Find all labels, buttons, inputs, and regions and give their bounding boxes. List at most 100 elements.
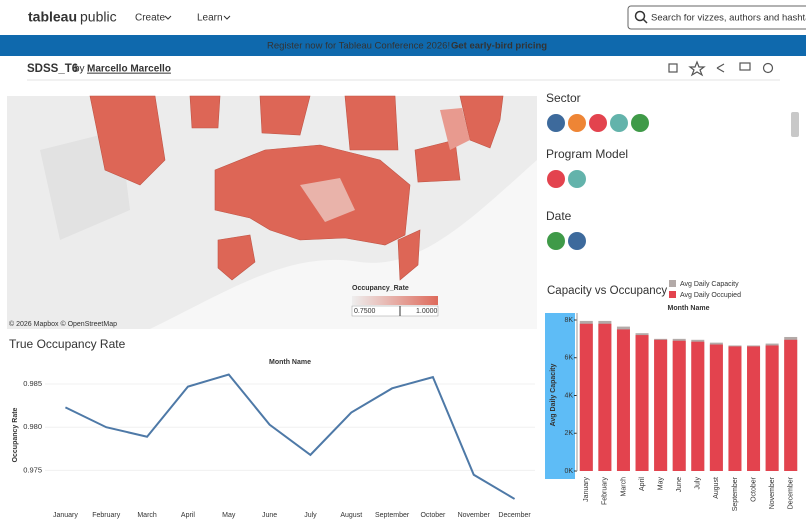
info-icon[interactable]: [762, 62, 774, 74]
x-tick-label: April: [639, 477, 646, 491]
copy-icon[interactable]: [668, 63, 678, 73]
x-tick-label: May: [222, 512, 236, 519]
x-tick-label: April: [181, 512, 195, 519]
search-placeholder: Search for vizzes, authors and hashtags: [651, 13, 806, 24]
x-tick-label: August: [713, 477, 720, 499]
comment-icon[interactable]: [739, 62, 751, 71]
bar: [616, 329, 630, 471]
bar: [598, 323, 612, 471]
region: [414, 139, 461, 183]
bar: [691, 341, 705, 471]
x-tick-label: June: [262, 512, 277, 519]
bar: [672, 340, 686, 471]
x-tick-label: March: [137, 512, 157, 519]
y-axis-title: Occupancy Rate: [12, 407, 19, 462]
nav-item[interactable]: Create: [135, 13, 165, 24]
line-series: [64, 373, 516, 500]
legend-swatch: [669, 291, 676, 298]
map-legend-max: 1.0000: [416, 308, 438, 315]
filter-title: Sector: [546, 91, 581, 105]
banner-link[interactable]: Get early-bird pricing: [451, 41, 547, 52]
x-tick-label: September: [732, 476, 739, 511]
filter-swatch[interactable]: [568, 114, 586, 132]
bar: [654, 339, 668, 471]
x-tick-label: December: [788, 476, 795, 509]
map-legend-min: 0.7500: [354, 308, 376, 315]
author-link[interactable]: Marcello Marcello: [87, 64, 171, 75]
y-tick-label: 0.975: [23, 465, 42, 474]
bar: [579, 323, 593, 471]
y-tick-label: 2K: [564, 430, 573, 437]
y-tick-label: 0.985: [23, 379, 42, 388]
x-axis-title: Month Name: [668, 305, 710, 312]
x-axis-title: Month Name: [269, 359, 311, 366]
x-tick-label: November: [458, 512, 491, 519]
x-tick-label: September: [375, 512, 410, 519]
x-tick-label: October: [750, 476, 757, 502]
y-tick-label: 0.980: [23, 422, 42, 431]
region: [300, 178, 355, 222]
x-tick-label: July: [695, 477, 702, 490]
filter-title: Date: [546, 209, 572, 223]
filter-swatch[interactable]: [547, 114, 565, 132]
x-tick-label: January: [583, 477, 590, 502]
bar: [784, 339, 798, 471]
nav-item[interactable]: Learn: [197, 13, 223, 24]
legend-label: Avg Daily Capacity: [680, 281, 739, 288]
banner[interactable]: [0, 35, 806, 56]
filter-swatch[interactable]: [631, 114, 649, 132]
favorite-icon[interactable]: [688, 60, 706, 77]
filter-swatch[interactable]: [547, 232, 565, 250]
region: [344, 95, 399, 151]
x-tick-label: February: [602, 477, 609, 506]
map-attribution: © 2026 Mapbox © OpenStreetMap: [9, 320, 117, 328]
filter-swatch[interactable]: [568, 170, 586, 188]
map-legend-range: [351, 305, 439, 317]
legend-swatch: [669, 280, 676, 287]
y-tick-label: 8K: [564, 317, 573, 324]
filter-swatch[interactable]: [610, 114, 628, 132]
y-tick-label: 0K: [564, 468, 573, 475]
share-icon[interactable]: [716, 63, 725, 73]
x-tick-label: February: [92, 512, 121, 519]
x-tick-label: June: [676, 477, 683, 492]
search-icon: [634, 10, 646, 22]
region: [189, 95, 221, 129]
filter-swatch[interactable]: [589, 114, 607, 132]
x-tick-label: December: [498, 512, 531, 519]
x-tick-label: May: [657, 477, 664, 491]
filter-swatch[interactable]: [568, 232, 586, 250]
region: [459, 95, 504, 149]
viz-title: SDSS_T6: [27, 63, 78, 75]
bar: [709, 344, 723, 471]
map-legend-gradient: [352, 296, 438, 305]
y-axis-title: Avg Daily Capacity: [550, 364, 557, 427]
logo[interactable]: tableau: [28, 9, 77, 25]
region: [89, 95, 166, 186]
region: [217, 234, 256, 281]
bar: [765, 345, 779, 471]
bar: [747, 346, 761, 471]
lake: [150, 160, 537, 329]
banner-text: Register now for Tableau Conference 2026…: [267, 41, 462, 52]
bar: [728, 346, 742, 471]
search-icon: [642, 18, 648, 24]
x-tick-label: November: [769, 476, 776, 509]
chart-title: True Occupancy Rate: [9, 337, 126, 351]
chart-title: Capacity vs Occupancy: [547, 285, 667, 297]
y-tick-label: 4K: [564, 392, 573, 399]
y-tick-label: 6K: [564, 355, 573, 362]
by: by: [74, 64, 85, 75]
map[interactable]: © 2026 Mapbox © OpenStreetMap Occupancy_…: [7, 95, 537, 329]
legend-label: Avg Daily Occupied: [680, 292, 741, 299]
logo[interactable]: public: [80, 9, 117, 25]
chevron: [223, 15, 231, 20]
filter-swatch[interactable]: [547, 170, 565, 188]
search-box[interactable]: [627, 5, 806, 30]
bar: [635, 335, 649, 471]
regions: [89, 95, 504, 281]
scrollbar[interactable]: [791, 112, 799, 137]
map-legend-title: Occupancy_Rate: [352, 285, 409, 292]
